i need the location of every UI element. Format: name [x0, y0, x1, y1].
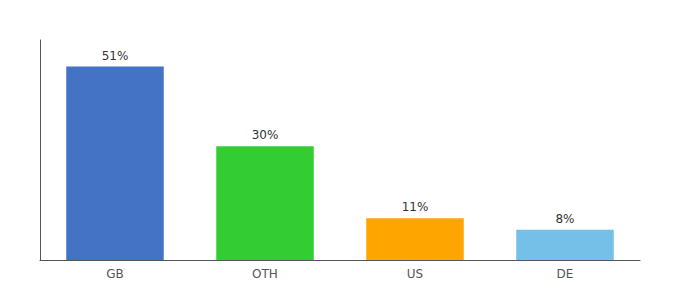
svg-text:11%: 11% [402, 200, 429, 214]
svg-text:8%: 8% [555, 212, 574, 226]
svg-text:30%: 30% [252, 128, 279, 142]
svg-text:OTH: OTH [252, 267, 278, 281]
svg-text:DE: DE [557, 267, 574, 281]
svg-text:GB: GB [106, 267, 124, 281]
svg-text:51%: 51% [102, 49, 129, 63]
svg-text:US: US [407, 267, 423, 281]
